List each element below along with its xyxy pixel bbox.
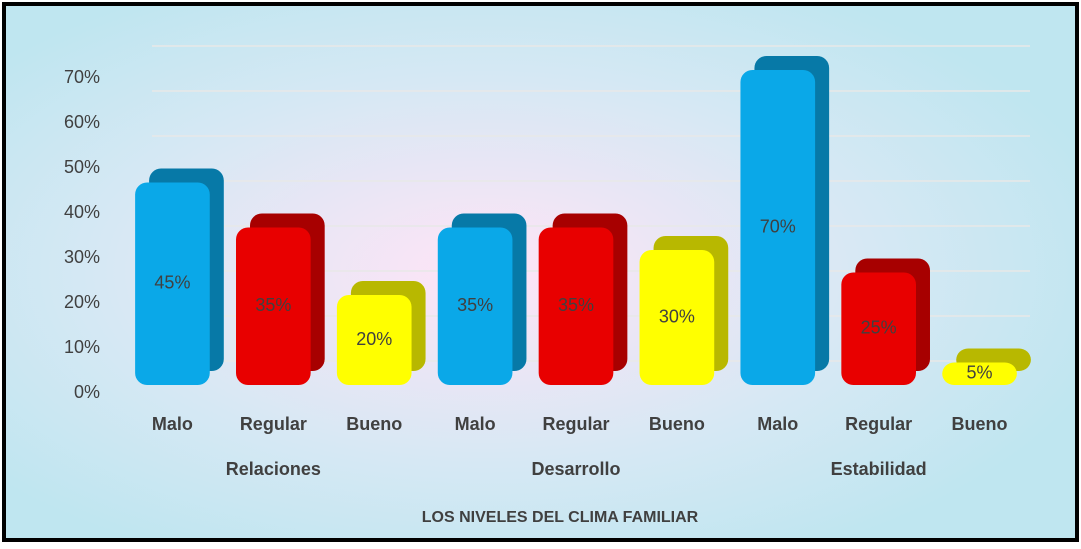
data-label: 35% bbox=[457, 295, 493, 315]
data-label: 45% bbox=[154, 273, 190, 293]
y-tick-label: 50% bbox=[64, 157, 100, 177]
data-label: 5% bbox=[967, 363, 993, 383]
bar bbox=[841, 272, 916, 385]
bar bbox=[336, 295, 412, 385]
group-label: Relaciones bbox=[226, 459, 321, 479]
bar bbox=[135, 182, 210, 385]
x-axis-title: LOS NIVELES DEL CLIMA FAMILIAR bbox=[422, 509, 699, 526]
group-label: Desarrollo bbox=[531, 459, 620, 479]
data-label: 70% bbox=[760, 216, 796, 236]
y-tick-label: 10% bbox=[64, 337, 100, 357]
y-tick-label: 20% bbox=[64, 292, 100, 312]
bar bbox=[538, 227, 614, 385]
data-label: 25% bbox=[861, 318, 897, 338]
x-tick-label: Regular bbox=[845, 414, 912, 434]
data-label: 30% bbox=[659, 306, 695, 326]
data-label: 20% bbox=[356, 329, 392, 349]
x-tick-label: Bueno bbox=[346, 414, 402, 434]
x-tick-label: Regular bbox=[542, 414, 609, 434]
y-tick-label: 70% bbox=[64, 67, 100, 87]
x-tick-label: Regular bbox=[240, 414, 307, 434]
bar bbox=[639, 250, 715, 385]
x-tick-label: Malo bbox=[757, 414, 798, 434]
bar bbox=[740, 70, 816, 385]
data-label: 35% bbox=[255, 295, 291, 315]
bar bbox=[942, 362, 1017, 385]
y-tick-label: 60% bbox=[64, 112, 100, 132]
x-tick-label: Malo bbox=[455, 414, 496, 434]
x-tick-label: Bueno bbox=[649, 414, 705, 434]
bar bbox=[236, 227, 311, 385]
bar bbox=[437, 227, 513, 385]
data-label: 35% bbox=[558, 295, 594, 315]
y-tick-label: 40% bbox=[64, 202, 100, 222]
x-tick-label: Malo bbox=[152, 414, 193, 434]
y-tick-label: 0% bbox=[74, 382, 100, 402]
y-tick-label: 30% bbox=[64, 247, 100, 267]
group-label: Estabilidad bbox=[831, 459, 927, 479]
x-tick-label: Bueno bbox=[952, 414, 1008, 434]
